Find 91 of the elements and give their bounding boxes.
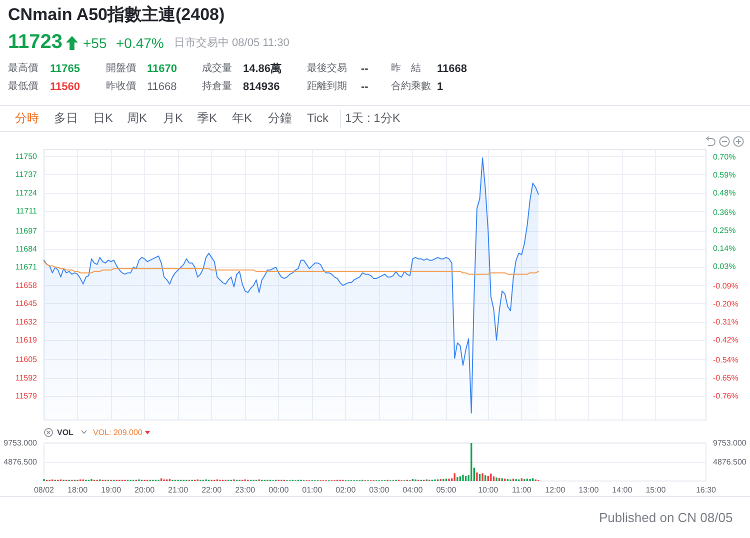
x-tick-label: 10:00 [478, 486, 499, 494]
text: 日K [93, 111, 114, 126]
y-tick-label: 11750 [15, 152, 38, 162]
line-series [44, 261, 539, 275]
x-tick-label: 03:00 [369, 486, 390, 494]
text: 月K [163, 111, 184, 126]
x-tick-label: 01:00 [302, 486, 323, 494]
x-tick-label: 11:00 [512, 486, 532, 494]
x-tick-label: 14:00 [612, 486, 633, 494]
text: 昨收價 [106, 80, 136, 94]
x-tick-label: 13:00 [578, 486, 600, 494]
text: 11765 [50, 62, 80, 76]
y-tick-label: 11658 [15, 280, 38, 290]
text: 開盤價 [106, 62, 136, 76]
y-tick-label: 4876.500 [4, 458, 38, 466]
x-tick-label: 04:00 [402, 486, 424, 494]
y2-tick-label: -0.42% [713, 336, 738, 345]
text: 季K [197, 111, 218, 126]
y-tick-label: 11605 [15, 355, 38, 364]
chart-title: CNmain A50指數主連(2408) [8, 4, 225, 26]
text: 814936 [243, 80, 280, 94]
text: +0.47% [116, 34, 164, 52]
y2-tick-label: 0.59% [713, 170, 736, 180]
text: 11723 [8, 30, 63, 54]
text: 14.86萬 [243, 62, 282, 76]
text: 最高價 [8, 62, 38, 76]
x-tick-label: 05:00 [436, 486, 457, 494]
text: 合約乘數 [391, 80, 431, 94]
y2-tick-label: -0.65% [713, 373, 738, 382]
text: 1 [437, 80, 444, 94]
text: -- [361, 62, 368, 76]
y2-tick-label: 0.48% [713, 188, 736, 198]
y-tick-label: 9753.000 [4, 438, 38, 448]
y2-tick-label: 4876.500 [713, 458, 747, 466]
x-tick-label: 23:00 [235, 486, 256, 494]
y-tick-label: 11671 [15, 262, 38, 272]
text: 11670 [147, 62, 177, 76]
text: 昨 結 [391, 62, 421, 76]
y-tick-label: 11592 [15, 373, 38, 382]
y-tick-label: 11737 [15, 170, 38, 180]
y2-tick-label: -0.31% [713, 318, 738, 327]
text: 11560 [50, 80, 80, 94]
x-tick-label: 15:00 [646, 486, 666, 494]
text: 分鐘 [268, 111, 292, 126]
y-tick-label: 11711 [16, 206, 38, 216]
text: 成交量 [202, 62, 232, 76]
y2-tick-label: -0.54% [713, 355, 738, 364]
y2-tick-label: 0.25% [713, 226, 736, 236]
y2-tick-label: 0.70% [713, 152, 736, 162]
x-tick-label: 20:00 [134, 486, 156, 494]
text: Tick [307, 111, 329, 126]
x-tick-label: 12:00 [545, 486, 566, 494]
y2-tick-label: 9753.000 [713, 438, 747, 448]
y-tick-label: 11632 [15, 317, 38, 326]
x-tick-label: 16:30 [696, 486, 717, 494]
y-tick-label: 11697 [15, 226, 38, 236]
text: 11668 [437, 62, 467, 76]
x-tick-label: 19:00 [101, 486, 122, 494]
text: 1天 : 1分K [345, 111, 400, 126]
text: VOL [57, 427, 74, 438]
text: +55 [83, 34, 107, 52]
y2-tick-label: 0.36% [713, 208, 736, 218]
y2-tick-label: 0.03% [713, 262, 736, 272]
y2-tick-label: 0.14% [713, 244, 736, 254]
y2-tick-label: -0.20% [713, 300, 738, 309]
y-tick-label: 11645 [15, 299, 38, 308]
text: 最後交易 [307, 62, 347, 76]
text: 最低價 [8, 80, 38, 94]
text: 分時 [15, 111, 39, 126]
text: VOL: 209.000 [93, 427, 142, 438]
text: -- [361, 80, 368, 94]
x-tick-label: 02:00 [336, 486, 356, 494]
x-tick-label: 22:00 [202, 486, 222, 494]
text: 日市交易中 08/05 11:30 [174, 36, 290, 51]
text: 年K [232, 111, 252, 126]
text: 11668 [147, 80, 177, 94]
x-tick-label: 00:00 [268, 486, 290, 494]
x-tick-label: 18:00 [68, 486, 88, 494]
text: 周K [127, 111, 148, 126]
y-tick-label: 11724 [15, 188, 38, 198]
text: 持倉量 [202, 80, 232, 94]
y2-tick-label: -0.76% [713, 391, 738, 400]
y-tick-label: 11619 [15, 336, 38, 345]
y2-tick-label: -0.09% [713, 282, 738, 291]
y-tick-label: 11684 [15, 244, 38, 254]
x-tick-label: 21:00 [168, 486, 189, 494]
y-tick-label: 11579 [15, 392, 38, 401]
x-tick-label: 08/02 [34, 486, 55, 494]
text: 多日 [54, 111, 78, 126]
text: 距離到期 [307, 80, 347, 94]
text: Published on CN 08/05 [599, 510, 733, 526]
